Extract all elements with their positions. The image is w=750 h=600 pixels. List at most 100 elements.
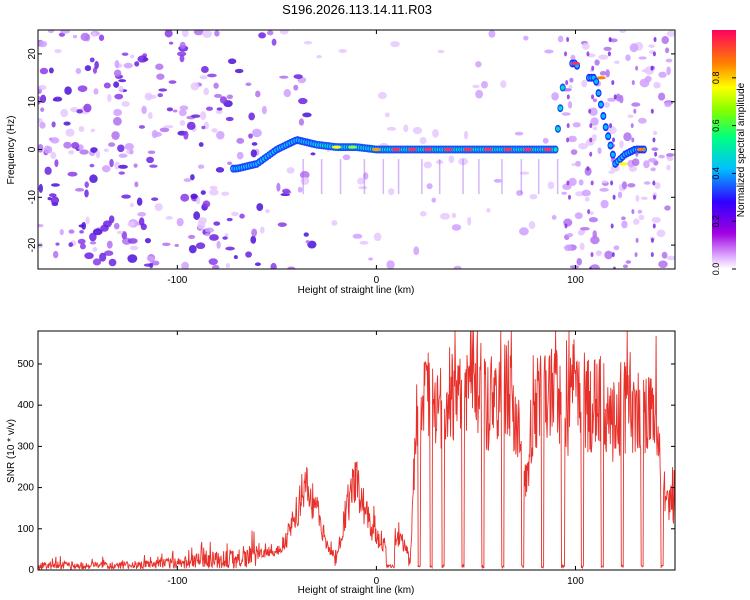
heatmap-cell [50,137,60,144]
colorbar: 0.0 0.2 0.4 0.6 0.8 Normalized spectral ampl… [711,30,747,275]
heatmap-cell [342,154,351,161]
heatmap-cell [121,194,131,199]
heatmap-cell [39,121,46,129]
heatmap-cell [250,235,257,244]
heatmap-cell [75,187,85,192]
heatmap-cell [654,182,661,189]
heatmap-cell [653,194,657,200]
heatmap-cell [368,257,374,261]
heatmap-cell [174,243,179,247]
heatmap-cell [67,171,78,177]
colorbar-tick-label: 0.8 [711,72,721,85]
heatmap-cell [612,266,616,269]
heatmap-cell [112,116,122,126]
heatmap-cell [589,137,593,143]
heatmap-cell [254,262,261,266]
heatmap-cell [186,121,196,130]
heatmap-cell [453,265,462,269]
heatmap-cell [500,80,507,89]
heatmap-cell [594,59,600,66]
heatmap-ridge-cell [606,134,611,139]
heatmap-cell [584,167,592,176]
heatmap-cell [236,137,245,144]
heatmap-cell [279,75,289,79]
y-tick-label: 500 [17,359,34,370]
heatmap-cell [586,166,590,172]
y-tick-label: 10 [27,96,38,108]
heatmap-cell [214,30,220,37]
heatmap-cell [612,194,616,200]
heatmap-cell [151,197,159,201]
heatmap-peak [503,147,513,152]
heatmap-cell [657,92,666,101]
heatmap-cell [303,232,309,237]
colorbar-tick-label: 0.4 [711,167,721,180]
heatmap-cell [631,137,635,143]
heatmap-cell [652,51,656,57]
heatmap-cell [204,227,215,233]
y-tick-label: 400 [17,400,34,411]
heatmap-cell [137,55,148,63]
heatmap-cell [181,30,189,38]
heatmap-cell [221,191,230,196]
heatmap-cell [423,161,432,169]
heatmap-cell [625,54,631,62]
heatmap-cell [588,108,592,114]
heatmap-streak [462,159,464,195]
heatmap-cell [168,80,177,84]
heatmap-cell [76,109,83,114]
heatmap-cell [582,42,590,50]
heatmap-cell [575,160,581,167]
heatmap-peak [348,145,358,149]
heatmap-cell [44,166,52,175]
heatmap-cell [193,30,204,36]
heatmap-cell [60,30,70,34]
heatmap-cell [250,149,257,158]
heatmap-cell [591,133,597,142]
heatmap-cell [586,51,590,57]
heatmap-cell [488,30,496,38]
heatmap-ridge-cell [560,85,565,90]
heatmap-cell [144,92,153,101]
heatmap-cell [84,181,89,188]
heatmap-cell [176,217,184,227]
figure-title: S196.2026.113.14.11.R03 [282,2,432,17]
heatmap-cell [451,224,462,231]
heatmap-cell [579,227,590,231]
heatmap-cell [514,131,524,136]
heatmap-cell [198,142,204,147]
heatmap-cell [609,123,613,129]
heatmap-cell [72,34,78,39]
heatmap-cell [51,121,56,128]
heatmap-cell [138,125,146,129]
heatmap-cell [200,190,206,195]
heatmap-cell [163,125,174,129]
heatmap-cell [54,159,59,167]
heatmap-cell [140,223,147,231]
heatmap-cell [195,242,206,250]
heatmap-cell [211,128,218,133]
heatmap-cell [591,65,595,71]
heatmap-cell [225,263,231,269]
heatmap-cell [581,79,588,88]
heatmap-cell [39,67,49,75]
snr-y-ticks: 0 100 200 300 400 500 [17,359,675,576]
heatmap-cell [90,128,96,133]
spectrogram-heatmap [38,30,675,269]
heatmap-cell [183,130,189,140]
heatmap-cell [108,142,116,147]
heatmap-cell [236,151,244,160]
heatmap-cell [338,49,348,53]
heatmap-cell [141,105,147,115]
heatmap-cell [603,46,612,51]
heatmap-cell [190,174,195,181]
heatmap-cell [38,144,44,153]
heatmap-cell [212,264,220,269]
heatmap-streak [478,159,480,195]
heatmap-cell [653,37,657,43]
heatmap-cell [233,255,238,260]
heatmap-cell [599,71,607,76]
heatmap-cell [619,30,627,34]
heatmap-cell [265,209,270,214]
heatmap-cell [606,126,617,135]
